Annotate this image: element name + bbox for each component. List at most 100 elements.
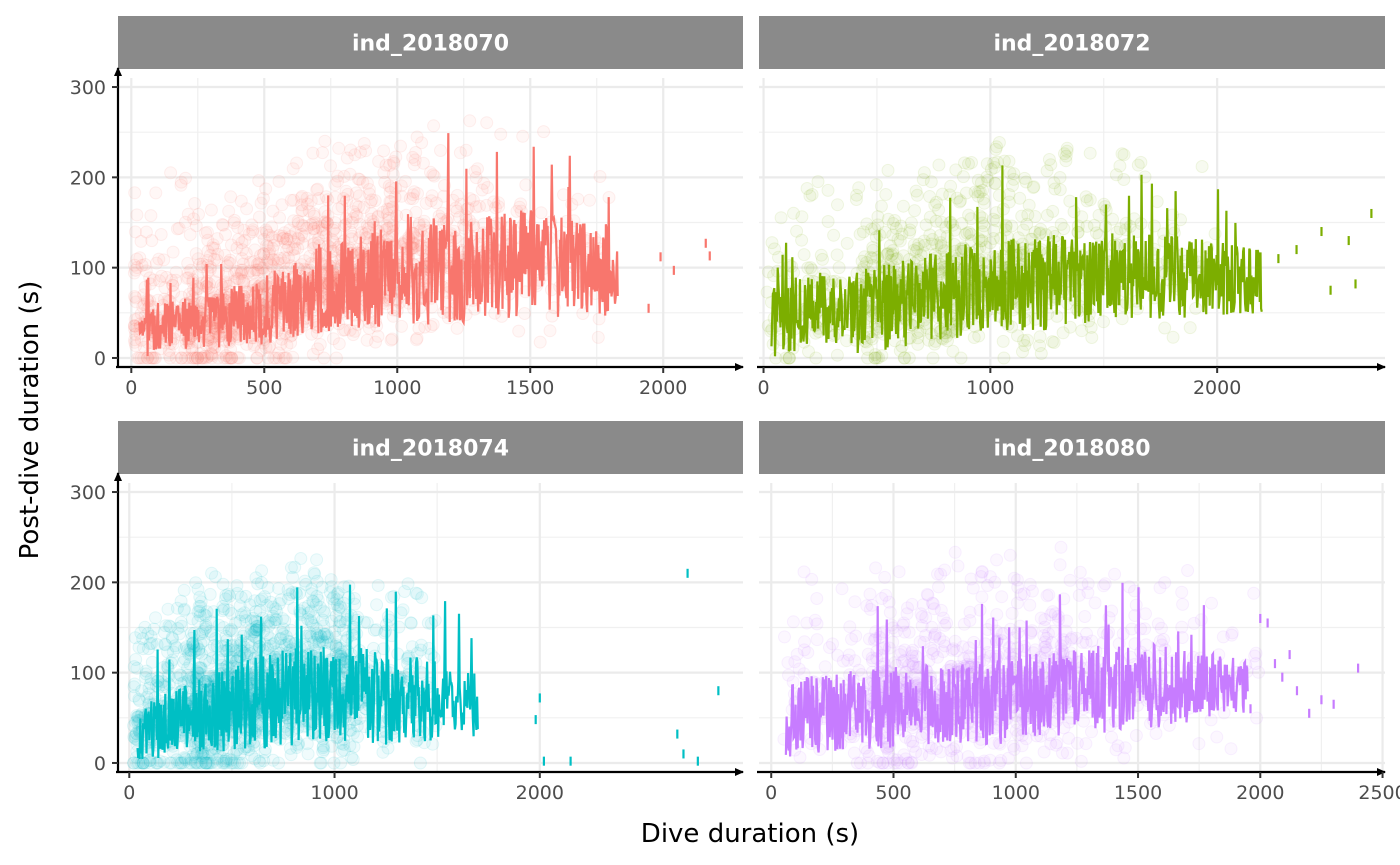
- data-point: [409, 586, 423, 600]
- facet-panel-4: ind_201808005001000150020002500: [757, 421, 1400, 804]
- data-point: [147, 351, 161, 365]
- data-point: [591, 330, 605, 344]
- data-point: [897, 249, 911, 263]
- data-point: [1120, 237, 1133, 251]
- data-point: [286, 162, 300, 176]
- data-point: [463, 114, 477, 128]
- data-point: [960, 226, 974, 240]
- data-point: [256, 611, 270, 625]
- data-point: [793, 750, 807, 764]
- data-point: [205, 349, 219, 363]
- data-point: [215, 344, 229, 358]
- data-point: [339, 184, 353, 198]
- data-point: [810, 633, 824, 647]
- facet-strip-label: ind_2018070: [352, 32, 509, 57]
- data-point: [973, 241, 987, 255]
- x-tick-label: 1500: [506, 377, 554, 399]
- data-point: [146, 351, 160, 365]
- data-point: [205, 566, 219, 580]
- data-point: [826, 637, 839, 651]
- data-point: [315, 219, 329, 233]
- data-point: [247, 338, 261, 352]
- data-point: [257, 232, 271, 246]
- data-point: [227, 216, 241, 230]
- data-point: [128, 327, 142, 341]
- data-point: [177, 583, 191, 597]
- data-point: [324, 159, 337, 173]
- data-point: [169, 265, 183, 279]
- data-point: [1007, 167, 1021, 181]
- data-point: [583, 193, 596, 207]
- data-point: [134, 234, 148, 248]
- data-point: [259, 182, 273, 196]
- data-point: [196, 351, 210, 365]
- data-point: [965, 156, 978, 169]
- data-point: [215, 218, 229, 231]
- data-point: [242, 227, 256, 241]
- data-point: [427, 119, 441, 133]
- data-point: [519, 178, 533, 192]
- data-point: [261, 351, 275, 365]
- data-point: [300, 737, 314, 751]
- data-point: [194, 351, 208, 365]
- data-point: [353, 172, 367, 186]
- data-point: [880, 247, 894, 261]
- data-point: [534, 206, 548, 220]
- data-point: [385, 332, 399, 346]
- data-point: [857, 225, 870, 239]
- y-tick-label: 200: [70, 167, 106, 189]
- data-point: [195, 260, 209, 274]
- data-point: [398, 585, 412, 598]
- x-tick-label: 500: [246, 377, 282, 399]
- data-point: [808, 613, 822, 627]
- data-point: [133, 251, 147, 265]
- data-point: [157, 253, 171, 267]
- data-point: [260, 225, 274, 239]
- data-point: [1189, 301, 1203, 315]
- data-point: [145, 351, 159, 365]
- data-point: [382, 211, 396, 225]
- data-point: [949, 163, 963, 177]
- data-point: [166, 279, 180, 293]
- data-point: [277, 231, 290, 245]
- data-point: [129, 339, 143, 353]
- data-point: [248, 625, 262, 639]
- data-point: [129, 295, 143, 309]
- data-point: [1071, 219, 1085, 233]
- data-point: [424, 165, 437, 179]
- data-point: [231, 220, 245, 234]
- data-point: [344, 143, 358, 157]
- data-point: [954, 351, 968, 365]
- data-point: [286, 350, 300, 364]
- data-point: [450, 321, 464, 335]
- data-point: [357, 137, 371, 150]
- data-point: [265, 230, 279, 244]
- data-point: [190, 351, 204, 365]
- data-point: [371, 329, 385, 343]
- data-point: [128, 225, 142, 239]
- data-point: [250, 351, 264, 365]
- data-point: [181, 207, 195, 221]
- data-point: [149, 611, 162, 625]
- data-point: [1115, 147, 1129, 161]
- data-point: [417, 214, 431, 228]
- data-point: [790, 224, 804, 238]
- data-point: [434, 144, 447, 157]
- data-point: [128, 186, 142, 200]
- data-point: [533, 335, 547, 349]
- data-point: [977, 196, 991, 210]
- data-point: [134, 351, 148, 365]
- data-point: [232, 351, 246, 365]
- data-point: [174, 175, 188, 189]
- data-point: [1080, 194, 1094, 208]
- data-point: [268, 613, 282, 626]
- data-point: [944, 179, 958, 193]
- data-point: [774, 211, 788, 225]
- data-point: [294, 191, 308, 205]
- data-point: [217, 351, 231, 365]
- data-point: [254, 249, 267, 262]
- data-point: [879, 188, 893, 201]
